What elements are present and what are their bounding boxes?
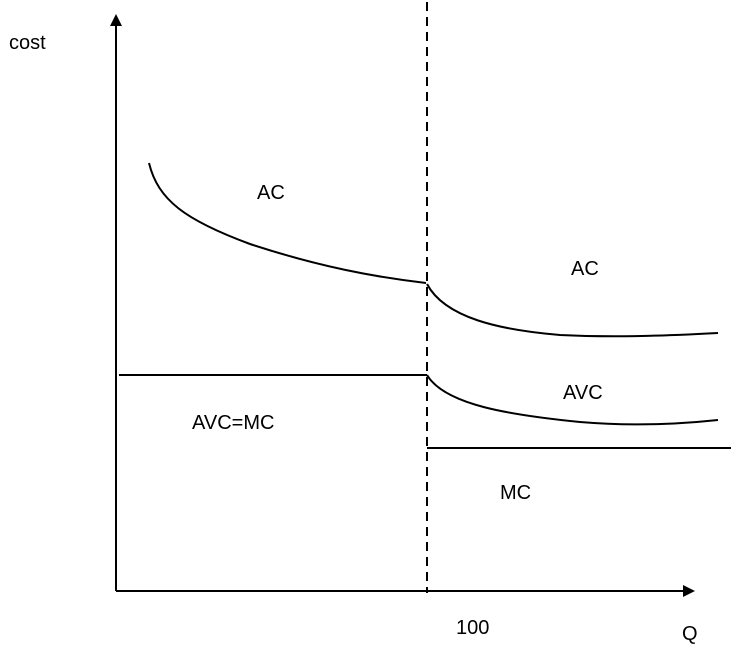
x-tick-label-100: 100	[456, 617, 489, 639]
y-axis-label: cost	[9, 32, 46, 54]
x-axis-label: Q	[682, 623, 698, 645]
ac-curve-left	[148, 162, 427, 284]
avc-curve-right	[426, 374, 719, 426]
mc-label-right: MC	[500, 482, 531, 504]
avc-mc-label: AVC=MC	[192, 412, 274, 434]
ac-curve-right	[426, 283, 719, 338]
avc-label-right: AVC	[563, 382, 603, 404]
ac-label-right: AC	[571, 258, 599, 280]
ac-label-left: AC	[257, 182, 285, 204]
